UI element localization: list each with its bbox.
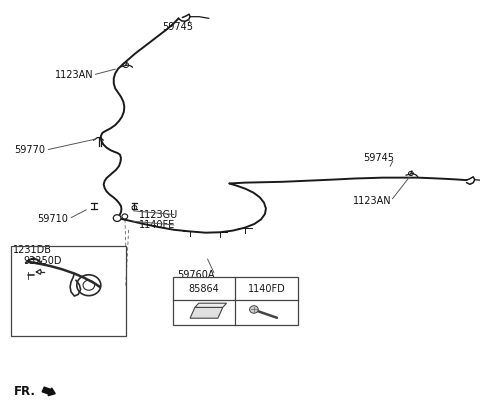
Circle shape [122,214,128,219]
Text: 59745: 59745 [162,22,193,32]
FancyArrow shape [42,387,55,396]
Polygon shape [195,303,227,307]
Text: 1123AN: 1123AN [353,196,392,206]
Text: 59710: 59710 [37,214,68,224]
Text: 1140FD: 1140FD [248,284,285,294]
Text: 59745: 59745 [363,153,394,163]
Circle shape [113,215,121,221]
Text: 59760A: 59760A [178,270,215,280]
Bar [11,246,126,336]
Text: 1231DB: 1231DB [12,245,51,255]
Polygon shape [190,307,223,318]
Circle shape [250,306,258,313]
Bar [173,277,298,325]
Text: 59770: 59770 [14,145,46,155]
Text: FR.: FR. [13,384,36,398]
Text: 85864: 85864 [189,284,219,294]
Text: 1140FE: 1140FE [139,220,176,230]
Text: 1123AN: 1123AN [55,70,94,80]
Text: 1123GU: 1123GU [139,210,179,220]
Text: 93250D: 93250D [23,256,61,266]
